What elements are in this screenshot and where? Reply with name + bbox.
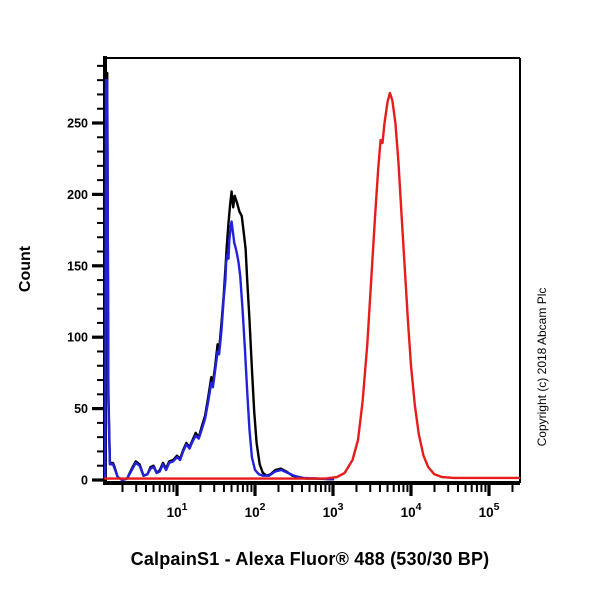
x-tick-label: 102	[245, 501, 266, 520]
black-curve	[103, 71, 335, 482]
red-curve	[103, 91, 521, 480]
y-tick-label: 150	[67, 259, 88, 273]
x-tick-label: 105	[479, 501, 500, 520]
x-tick-label: 104	[401, 501, 422, 520]
y-tick-label: 50	[74, 402, 88, 416]
x-axis-title: CalpainS1 - Alexa Fluor® 488 (530/30 BP)	[130, 549, 490, 569]
y-tick-label: 250	[67, 117, 88, 131]
x-tick-label: 101	[167, 501, 188, 520]
y-tick-label: 200	[67, 188, 88, 202]
x-tick-label: 103	[323, 501, 344, 520]
blue-curve	[103, 78, 335, 482]
y-tick-label: 0	[81, 474, 88, 488]
y-axis-label: Count	[17, 245, 34, 293]
y-tick-label: 100	[67, 331, 88, 345]
copyright-text: Copyright (c) 2018 Abcam Plc	[535, 287, 549, 447]
